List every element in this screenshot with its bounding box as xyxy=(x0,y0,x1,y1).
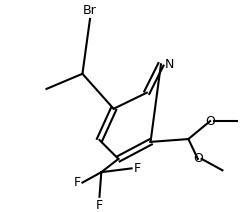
Text: O: O xyxy=(205,114,215,128)
Text: N: N xyxy=(165,58,174,71)
Text: O: O xyxy=(193,152,203,165)
Text: F: F xyxy=(74,176,80,189)
Text: F: F xyxy=(134,162,141,175)
Text: F: F xyxy=(96,199,103,212)
Text: Br: Br xyxy=(83,4,97,17)
